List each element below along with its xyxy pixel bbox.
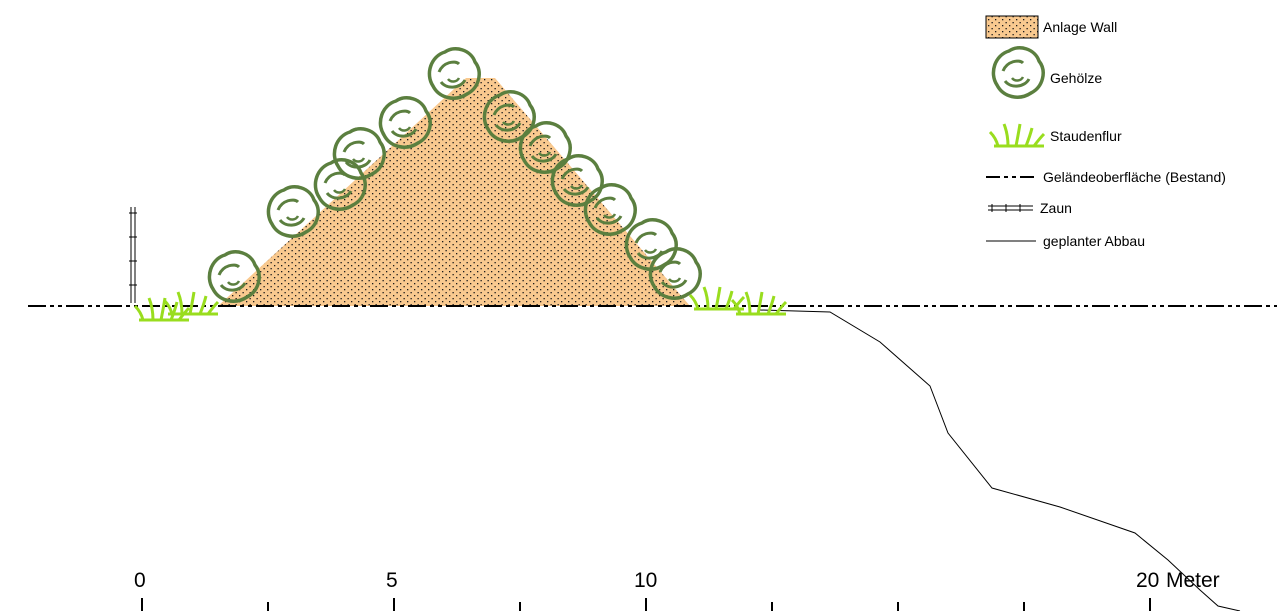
legend: Anlage Wall Gehölze Staudenflur Geländeo… (985, 15, 1226, 249)
legend-perennials-label: Staudenflur (1050, 128, 1122, 144)
legend-grass-icon (988, 122, 1046, 148)
scale-label-10: 10 (634, 569, 657, 592)
fence (129, 207, 137, 303)
legend-wall-label: Anlage Wall (1043, 19, 1117, 35)
scale-label-0: 0 (134, 569, 146, 592)
legend-wall-swatch (985, 15, 1039, 39)
scale-label-20: 20 (1136, 569, 1159, 592)
excavation-line (759, 309, 1241, 611)
legend-excavation-label: geplanter Abbau (1043, 233, 1145, 249)
scale-label-5: 5 (386, 569, 398, 592)
legend-shrub-icon (991, 46, 1045, 99)
legend-ground-label: Geländeoberfläche (Bestand) (1043, 169, 1226, 185)
scale-bar: 0 5 10 20 Meter (134, 569, 1220, 611)
legend-fence-label: Zaun (1040, 200, 1072, 216)
legend-fence-icon (988, 204, 1033, 212)
legend-shrubs-label: Gehölze (1050, 70, 1102, 86)
scale-unit-label: Meter (1166, 569, 1220, 592)
wall-body (218, 78, 690, 306)
